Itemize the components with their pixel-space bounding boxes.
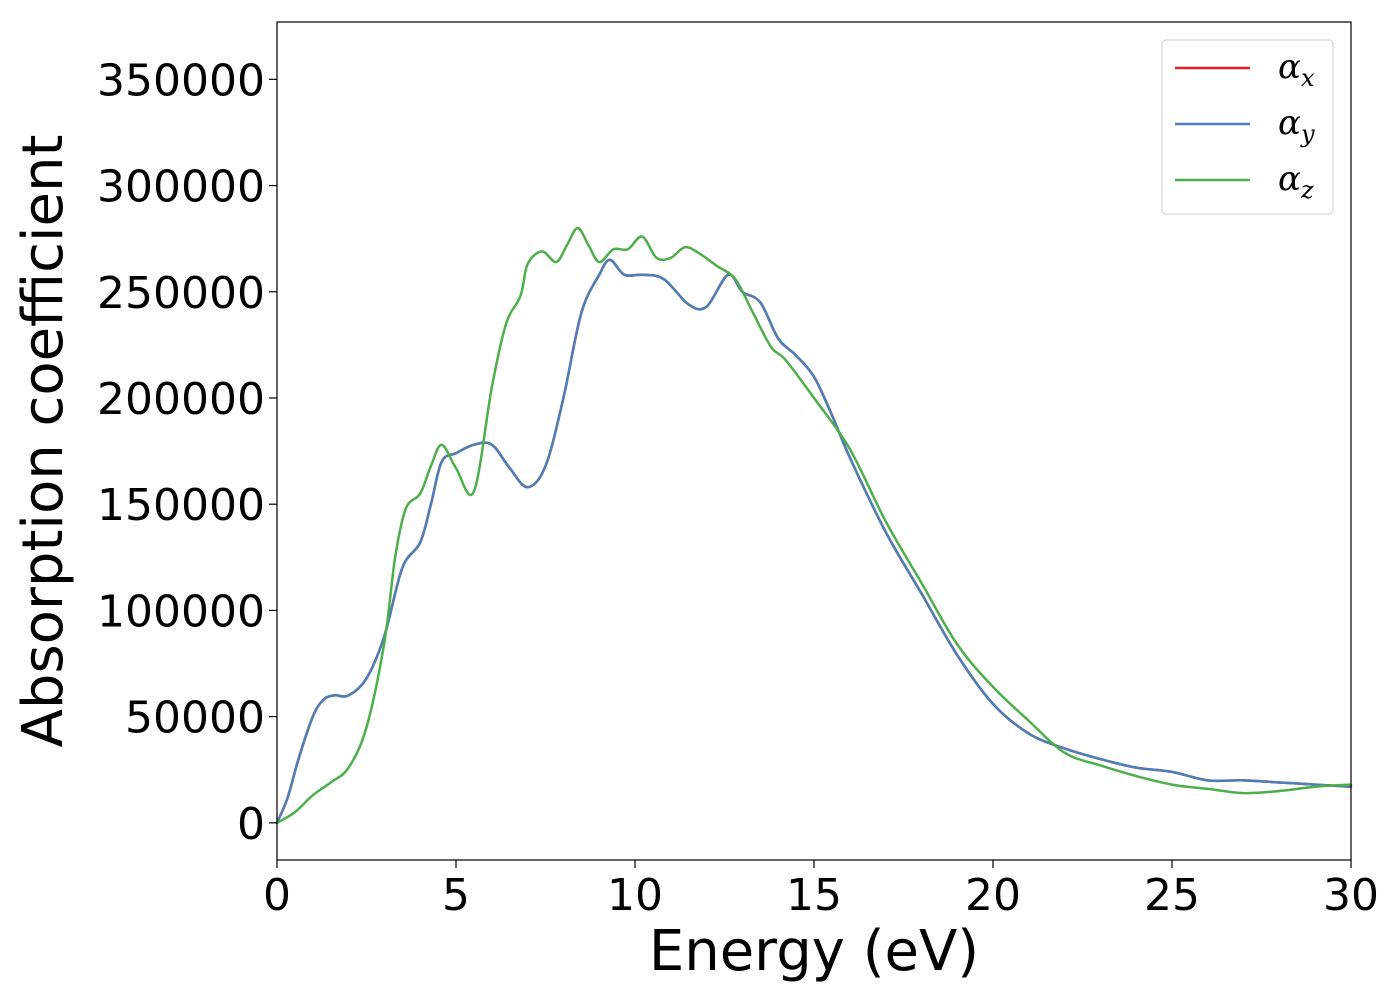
y-tick-label: 100000: [97, 586, 265, 637]
y-tick-label: 350000: [97, 55, 265, 106]
y-tick-label: 50000: [125, 693, 265, 744]
x-tick-label: 30: [1323, 870, 1379, 921]
y-tick-label: 150000: [97, 480, 265, 531]
x-tick-label: 20: [965, 870, 1021, 921]
legend-box: [1161, 39, 1334, 215]
x-tick-label: 10: [607, 870, 663, 921]
x-tick-label: 15: [786, 870, 842, 921]
x-tick-label: 5: [442, 870, 470, 921]
legend-subscript: y: [1300, 120, 1315, 148]
x-axis-title: Energy (eV): [649, 919, 979, 984]
y-tick-label: 250000: [97, 268, 265, 319]
y-axis: 0 50000 100000 150000 200000 250000 300000 3500…: [97, 55, 277, 850]
x-tick-label: 0: [263, 870, 291, 921]
y-tick-label: 200000: [97, 374, 265, 425]
y-tick-label: 300000: [97, 162, 265, 213]
legend-subscript: z: [1300, 176, 1314, 204]
series-line-z: [275, 226, 1353, 825]
x-axis: 0 5 10 15 20 25 30: [263, 860, 1379, 921]
y-tick-label: 0: [237, 799, 265, 850]
series-layer: [275, 226, 1353, 825]
x-tick-label: 25: [1144, 870, 1200, 921]
legend-subscript: x: [1301, 64, 1315, 92]
y-axis-title: Absorption coefficient: [11, 135, 76, 748]
